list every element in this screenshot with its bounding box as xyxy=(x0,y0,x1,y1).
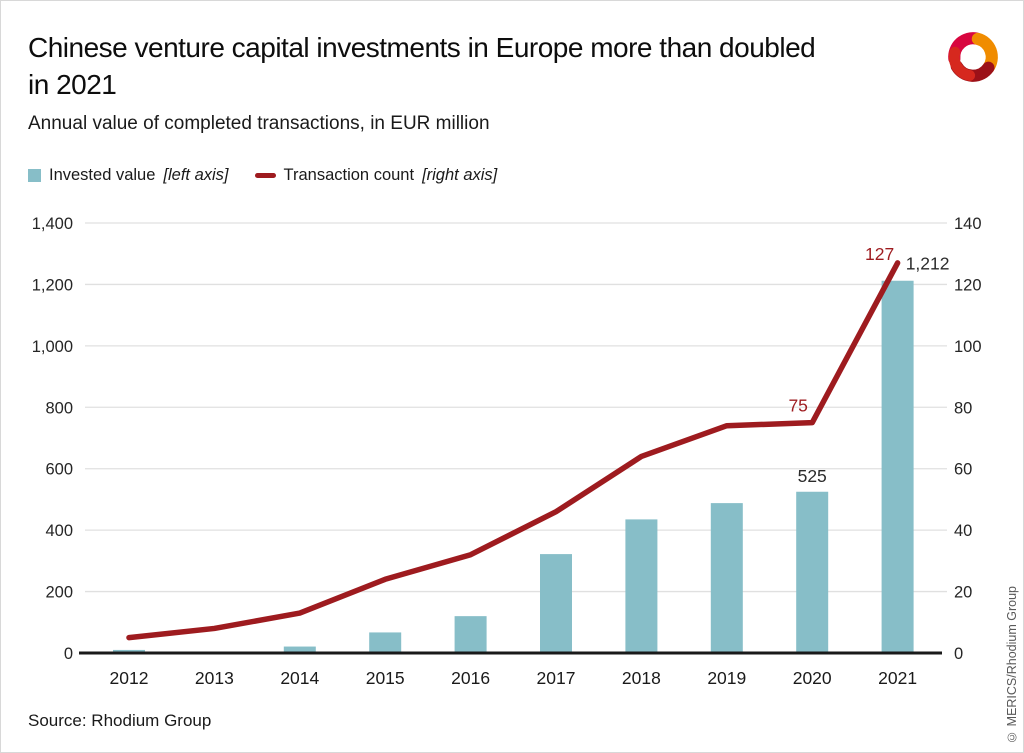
data-label: 525 xyxy=(798,466,827,486)
merics-logo-icon xyxy=(948,32,998,82)
left-axis-labels: 0 200 400 600 800 1,000 1,200 1,400 xyxy=(32,215,73,663)
svg-text:1,000: 1,000 xyxy=(32,338,73,356)
svg-text:1,400: 1,400 xyxy=(32,215,73,233)
svg-text:2021: 2021 xyxy=(878,668,917,688)
svg-text:2016: 2016 xyxy=(451,668,490,688)
legend-label: Transaction count xyxy=(283,166,415,184)
data-label: 75 xyxy=(788,396,807,416)
source-note: Source: Rhodium Group xyxy=(28,711,212,730)
bar-2021 xyxy=(881,280,914,653)
legend-item: Transaction count [right axis] xyxy=(254,166,498,185)
svg-text:2012: 2012 xyxy=(110,668,149,688)
copyright-note: © MERICS/Rhodium Group xyxy=(1005,586,1019,744)
line-series xyxy=(126,260,901,641)
svg-text:80: 80 xyxy=(954,399,972,417)
bar-2019 xyxy=(710,503,743,653)
bar-2016 xyxy=(454,616,487,653)
svg-text:1,200: 1,200 xyxy=(32,276,73,294)
legend-item: Invested value [left axis] xyxy=(28,166,229,185)
svg-text:140: 140 xyxy=(954,215,982,233)
bar-2015 xyxy=(369,632,402,653)
svg-text:2018: 2018 xyxy=(622,668,661,688)
svg-text:120: 120 xyxy=(954,276,982,294)
right-axis-labels: 0 20 40 60 80 100 120 140 xyxy=(954,215,982,663)
svg-text:2020: 2020 xyxy=(793,668,832,688)
data-label: 127 xyxy=(865,244,894,264)
data-label: 1,212 xyxy=(906,254,950,274)
svg-text:2014: 2014 xyxy=(280,668,319,688)
svg-text:0: 0 xyxy=(954,645,963,663)
legend-axis-note: [left axis] xyxy=(163,166,229,184)
svg-text:2017: 2017 xyxy=(537,668,576,688)
svg-text:200: 200 xyxy=(45,584,73,602)
bar-2018 xyxy=(625,519,658,653)
data-labels: 75 127 525 1,212 xyxy=(788,244,949,486)
svg-text:40: 40 xyxy=(954,522,972,540)
bar-series xyxy=(113,280,914,653)
x-axis-labels: 2012 2013 2014 2015 2016 2017 2018 2019 2020 2021 xyxy=(110,668,918,688)
svg-text:20: 20 xyxy=(954,584,972,602)
svg-text:60: 60 xyxy=(954,461,972,479)
chart-subtitle: Annual value of completed transactions, … xyxy=(28,113,490,134)
bar-2012 xyxy=(113,649,145,653)
legend-axis-note: [right axis] xyxy=(422,166,498,184)
svg-text:100: 100 xyxy=(954,338,982,356)
svg-text:2019: 2019 xyxy=(707,668,746,688)
legend-label: Invested value xyxy=(49,166,156,184)
bar-2017 xyxy=(540,554,572,653)
svg-text:800: 800 xyxy=(45,399,73,417)
svg-text:400: 400 xyxy=(45,522,73,540)
legend: Invested value [left axis] Transaction cou… xyxy=(28,166,497,185)
bar-2014 xyxy=(283,646,316,653)
bar-2020 xyxy=(796,491,829,653)
square-icon xyxy=(28,169,41,182)
dash-icon xyxy=(254,172,276,179)
svg-text:2015: 2015 xyxy=(366,668,405,688)
svg-text:2013: 2013 xyxy=(195,668,234,688)
svg-text:600: 600 xyxy=(45,461,73,479)
page-title: Chinese venture capital investments in E… xyxy=(28,32,816,100)
svg-text:0: 0 xyxy=(64,645,73,663)
